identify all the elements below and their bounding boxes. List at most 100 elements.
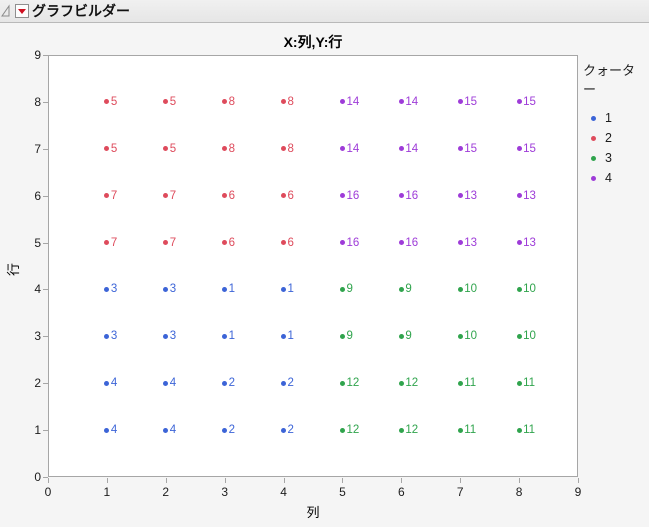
data-point-marker[interactable]	[339, 286, 345, 292]
data-point-marker[interactable]	[163, 99, 169, 105]
data-point-marker[interactable]	[104, 240, 110, 246]
data-point-marker[interactable]	[163, 146, 169, 152]
y-axis-tick	[43, 430, 48, 432]
data-point-marker[interactable]	[222, 146, 228, 152]
data-point-marker[interactable]	[339, 380, 345, 386]
data-point-marker[interactable]	[398, 286, 404, 292]
plot-area[interactable]	[48, 55, 578, 477]
data-point-label: 2	[228, 424, 236, 437]
y-axis-tick-label: 8	[34, 94, 41, 109]
data-point-marker[interactable]	[339, 193, 345, 199]
data-point-marker[interactable]	[398, 380, 404, 386]
data-point-label: 13	[523, 236, 536, 249]
y-axis-tick	[43, 55, 48, 56]
data-point-label: 8	[287, 142, 294, 155]
data-point-marker[interactable]	[516, 380, 522, 386]
data-point-marker[interactable]	[339, 99, 345, 105]
legend-item[interactable]: 4	[583, 168, 647, 188]
data-point-marker[interactable]	[222, 427, 228, 433]
y-axis-tick	[43, 336, 48, 338]
data-point-marker[interactable]	[516, 193, 522, 199]
data-point-marker[interactable]	[398, 333, 404, 339]
data-point-marker[interactable]	[457, 146, 463, 152]
data-point-marker[interactable]	[222, 193, 228, 199]
x-axis-tick	[519, 478, 521, 483]
data-point-label: 12	[405, 377, 419, 390]
y-axis-tick	[43, 289, 48, 291]
data-point-marker[interactable]	[398, 146, 404, 152]
data-point-marker[interactable]	[398, 240, 404, 246]
legend-item[interactable]: 1	[583, 108, 647, 128]
data-point-marker[interactable]	[281, 240, 287, 246]
data-point-marker[interactable]	[516, 427, 522, 433]
data-point-label: 15	[523, 95, 536, 108]
data-point-label: 7	[169, 189, 177, 202]
data-point-marker[interactable]	[104, 333, 110, 339]
data-point-marker[interactable]	[281, 427, 287, 433]
data-point-marker[interactable]	[516, 240, 522, 246]
data-point-marker[interactable]	[398, 427, 404, 433]
x-axis-tick-label: 6	[397, 485, 405, 499]
data-point-label: 11	[523, 424, 536, 437]
data-point-marker[interactable]	[163, 286, 169, 292]
data-point-label: 16	[346, 236, 360, 249]
data-point-marker[interactable]	[104, 193, 110, 199]
data-point-marker[interactable]	[457, 286, 463, 292]
legend-marker-icon	[591, 135, 596, 141]
data-point-marker[interactable]	[222, 380, 228, 386]
data-point-marker[interactable]	[339, 240, 345, 246]
data-point-label: 10	[523, 283, 536, 296]
data-point-marker[interactable]	[222, 99, 228, 105]
data-point-marker[interactable]	[457, 380, 463, 386]
data-point-marker[interactable]	[281, 193, 287, 199]
legend-item[interactable]: 2	[583, 128, 647, 148]
data-point-marker[interactable]	[281, 146, 287, 152]
data-point-marker[interactable]	[281, 333, 287, 339]
data-point-marker[interactable]	[398, 193, 404, 199]
data-point-marker[interactable]	[339, 427, 345, 433]
data-point-marker[interactable]	[163, 333, 169, 339]
data-point-marker[interactable]	[104, 146, 110, 152]
legend-item[interactable]: 3	[583, 148, 647, 168]
data-point-label: 14	[346, 95, 360, 108]
data-point-marker[interactable]	[516, 333, 522, 339]
data-point-marker[interactable]	[457, 193, 463, 199]
disclosure-triangle-icon[interactable]	[1, 3, 14, 19]
data-point-marker[interactable]	[104, 380, 110, 386]
data-point-marker[interactable]	[222, 333, 228, 339]
data-point-label: 14	[405, 95, 419, 108]
data-point-marker[interactable]	[457, 240, 463, 246]
data-point-marker[interactable]	[163, 193, 169, 199]
data-point-marker[interactable]	[222, 286, 228, 292]
data-point-marker[interactable]	[104, 286, 110, 292]
data-point-marker[interactable]	[398, 99, 404, 105]
legend-item-label: 1	[605, 111, 612, 125]
data-point-marker[interactable]	[339, 146, 345, 152]
data-point-label: 15	[523, 142, 536, 155]
red-triangle-menu-icon[interactable]	[15, 4, 29, 18]
data-point-marker[interactable]	[339, 333, 345, 339]
data-point-marker[interactable]	[163, 427, 169, 433]
x-axis-tick-label: 4	[280, 485, 287, 499]
data-point-marker[interactable]	[457, 333, 463, 339]
data-point-marker[interactable]	[104, 99, 110, 105]
data-point-label: 10	[523, 330, 536, 343]
data-point-marker[interactable]	[104, 427, 110, 433]
data-point-label: 4	[110, 424, 118, 437]
data-point-marker[interactable]	[163, 380, 169, 386]
data-point-label: 1	[287, 283, 294, 296]
data-point-marker[interactable]	[281, 99, 287, 105]
data-point-label: 8	[287, 95, 294, 108]
data-point-marker[interactable]	[516, 146, 522, 152]
data-point-marker[interactable]	[163, 240, 169, 246]
data-point-marker[interactable]	[457, 427, 463, 433]
data-point-marker[interactable]	[457, 99, 463, 105]
data-point-marker[interactable]	[281, 380, 287, 386]
legend-marker-icon	[591, 155, 596, 161]
data-point-label: 2	[287, 377, 294, 390]
legend-item-label: 4	[605, 171, 612, 185]
data-point-marker[interactable]	[222, 240, 228, 246]
data-point-marker[interactable]	[516, 286, 522, 292]
data-point-marker[interactable]	[281, 286, 287, 292]
data-point-marker[interactable]	[516, 99, 522, 105]
